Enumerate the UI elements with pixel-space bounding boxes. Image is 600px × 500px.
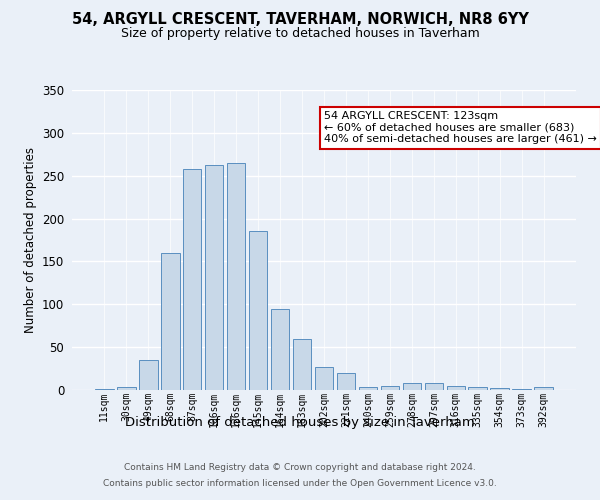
Bar bbox=[425, 383, 443, 390]
Bar bbox=[359, 388, 377, 390]
Bar bbox=[535, 388, 553, 390]
Bar bbox=[293, 338, 311, 390]
Bar bbox=[403, 383, 421, 390]
Text: 54 ARGYLL CRESCENT: 123sqm
← 60% of detached houses are smaller (683)
40% of sem: 54 ARGYLL CRESCENT: 123sqm ← 60% of deta… bbox=[324, 111, 597, 144]
Bar bbox=[271, 308, 289, 390]
Bar bbox=[512, 389, 531, 390]
Bar bbox=[469, 388, 487, 390]
Bar bbox=[205, 166, 223, 390]
Text: 54, ARGYLL CRESCENT, TAVERHAM, NORWICH, NR8 6YY: 54, ARGYLL CRESCENT, TAVERHAM, NORWICH, … bbox=[71, 12, 529, 28]
Bar bbox=[380, 386, 399, 390]
Text: Contains public sector information licensed under the Open Government Licence v3: Contains public sector information licen… bbox=[103, 478, 497, 488]
Bar bbox=[95, 389, 113, 390]
Bar bbox=[446, 386, 465, 390]
Bar bbox=[227, 163, 245, 390]
Bar bbox=[490, 388, 509, 390]
Bar bbox=[139, 360, 158, 390]
Bar bbox=[337, 373, 355, 390]
Bar bbox=[314, 367, 334, 390]
Bar bbox=[117, 388, 136, 390]
Bar bbox=[161, 253, 179, 390]
Text: Distribution of detached houses by size in Taverham: Distribution of detached houses by size … bbox=[125, 416, 475, 429]
Bar bbox=[183, 169, 202, 390]
Y-axis label: Number of detached properties: Number of detached properties bbox=[23, 147, 37, 333]
Text: Size of property relative to detached houses in Taverham: Size of property relative to detached ho… bbox=[121, 28, 479, 40]
Text: Contains HM Land Registry data © Crown copyright and database right 2024.: Contains HM Land Registry data © Crown c… bbox=[124, 464, 476, 472]
Bar bbox=[249, 232, 268, 390]
